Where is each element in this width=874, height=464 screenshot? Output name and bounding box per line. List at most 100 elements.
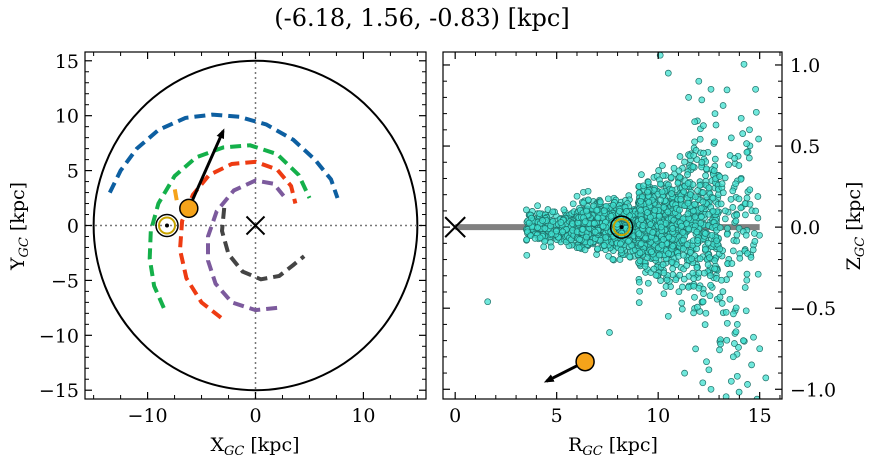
star-point (662, 283, 670, 290)
star-point (664, 208, 672, 216)
star-point (742, 231, 750, 239)
star-point (743, 148, 751, 156)
star-point (700, 290, 707, 297)
star-point (675, 167, 683, 175)
star-point (690, 282, 698, 290)
star-point (727, 134, 735, 142)
star-point (536, 234, 544, 242)
star-point (534, 202, 541, 210)
star-point (645, 198, 653, 206)
star-point (756, 345, 764, 353)
star-point (690, 309, 697, 317)
star-point (754, 270, 762, 278)
star-point (752, 85, 759, 93)
star-point (695, 77, 703, 85)
x-axis-label-right: RGC [kpc] (568, 434, 658, 459)
star-point (580, 199, 587, 207)
star-point (657, 223, 665, 231)
star-point (703, 165, 710, 173)
star-point (689, 163, 697, 171)
star-point (575, 244, 583, 252)
xy-plane-panel: −10 0 10 15 10 5 0 −5 −10 −15 XGC [kpc] YGC [kpc] (7, 51, 427, 459)
star-point (663, 276, 671, 284)
star-point (581, 218, 589, 226)
star-point (680, 245, 687, 253)
star-point (711, 257, 719, 265)
star-point (743, 270, 751, 278)
star-point (702, 309, 710, 317)
star-point (732, 328, 740, 336)
y-tick-label-left: 10 (55, 106, 79, 128)
star-point (584, 196, 592, 204)
x-tick-label-right: 15 (748, 405, 772, 427)
star-point (707, 281, 714, 289)
star-point (692, 345, 699, 353)
spiral-arm-3 (206, 178, 286, 313)
star-point (602, 234, 610, 241)
star-point (660, 236, 667, 243)
star-point (636, 287, 643, 295)
star-point (717, 200, 725, 208)
star-point (716, 245, 724, 253)
star-point (712, 121, 720, 129)
star-point (721, 215, 729, 223)
star-point (657, 180, 664, 188)
star-point (684, 171, 691, 178)
star-point (680, 251, 687, 259)
star-point (731, 155, 738, 162)
y-tick-label-right: 0.0 (790, 217, 820, 239)
star-point (732, 180, 739, 188)
spiral-arm-4 (219, 207, 306, 282)
star-point (635, 230, 643, 238)
star-point (594, 214, 602, 222)
star-point (691, 118, 699, 126)
star-point (616, 256, 624, 263)
star-point (716, 224, 724, 231)
star-point (581, 246, 589, 254)
star-point (698, 213, 705, 221)
star-point (606, 329, 613, 336)
star-point (680, 236, 687, 244)
star-point (591, 228, 599, 236)
star-point (657, 196, 664, 204)
star-point (719, 102, 727, 109)
x-tick-label-left: −10 (128, 405, 168, 427)
sun-dot-rz (619, 225, 624, 230)
star-point (683, 262, 691, 269)
star-point (710, 167, 718, 175)
star-point (641, 262, 649, 270)
star-point (658, 241, 666, 249)
star-point (691, 213, 699, 221)
star-point (652, 271, 660, 279)
star-point (732, 217, 740, 225)
x-tick-label-left: 10 (351, 405, 375, 427)
star-point (644, 209, 651, 216)
star-point (727, 377, 735, 385)
star-point (650, 265, 658, 273)
star-point (716, 346, 723, 354)
star-point (691, 138, 698, 146)
star-point (737, 204, 745, 212)
star-point (609, 256, 617, 263)
star-point (667, 174, 675, 181)
star-point (647, 221, 654, 228)
star-point (700, 269, 708, 277)
star-point (722, 308, 730, 316)
star-point (676, 153, 684, 160)
star-point (697, 204, 705, 212)
star-point (583, 207, 590, 215)
star-point (704, 239, 712, 247)
star-point (590, 220, 598, 227)
star-point (730, 310, 737, 318)
star-point (729, 187, 737, 195)
star-point (679, 229, 687, 236)
star-point (699, 379, 707, 387)
star-point (607, 212, 615, 220)
star-point (731, 340, 738, 347)
star-point (718, 300, 726, 307)
star-point (609, 201, 617, 209)
star-point (727, 195, 735, 203)
star-point (723, 86, 731, 94)
star-point (750, 333, 757, 341)
star-point (703, 358, 710, 366)
